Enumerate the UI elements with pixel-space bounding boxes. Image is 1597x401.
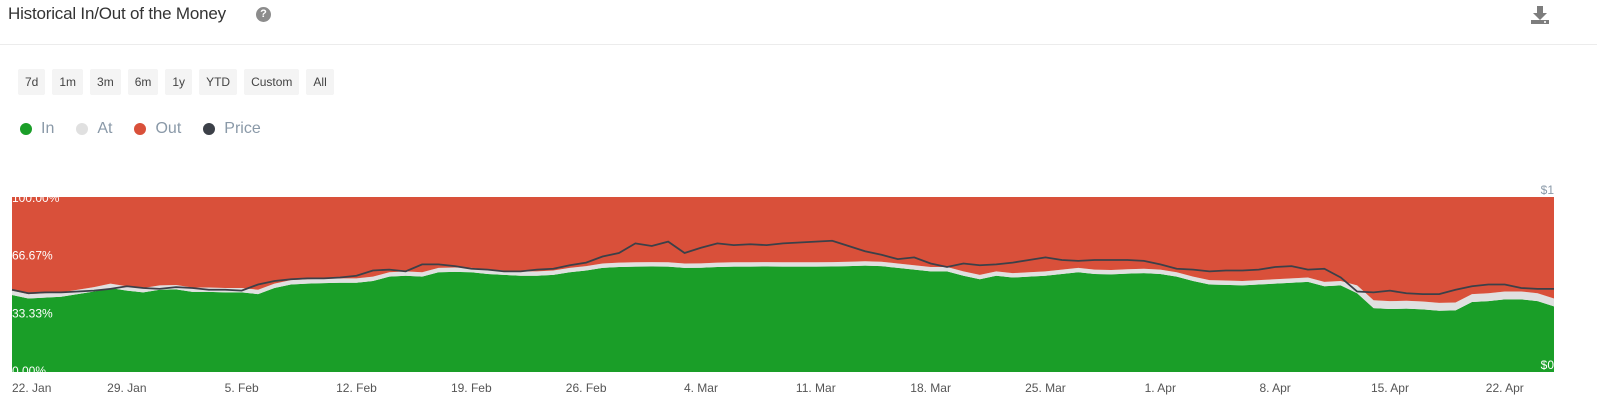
legend-dot-icon <box>76 123 89 135</box>
x-tick-label: 25. Mar <box>1025 381 1066 395</box>
chart-header: Historical In/Out of the Money ? <box>0 0 1597 45</box>
range-button-3m[interactable]: 3m <box>90 69 121 95</box>
legend-label: At <box>97 120 113 137</box>
legend-item-in[interactable]: In <box>20 120 54 138</box>
range-button-6m[interactable]: 6m <box>127 69 159 95</box>
series-area-in <box>12 265 1554 372</box>
x-tick-label: 22. Apr <box>1486 381 1524 395</box>
legend-item-price[interactable]: Price <box>203 120 261 138</box>
x-tick-label: 18. Mar <box>910 381 951 395</box>
y-tick-label: 0.00% <box>12 364 46 378</box>
range-button-ytd[interactable]: YTD <box>199 69 238 95</box>
range-button-1y[interactable]: 1y <box>165 69 193 95</box>
legend-label: Price <box>224 120 261 137</box>
legend-label: Out <box>155 120 182 137</box>
x-tick-label: 26. Feb <box>566 381 607 395</box>
y-tick-label: 66.67% <box>12 248 53 262</box>
range-button-all[interactable]: All <box>306 69 334 95</box>
series-area-at <box>12 261 1554 311</box>
range-button-1m[interactable]: 1m <box>52 69 84 95</box>
range-button-custom[interactable]: Custom <box>244 69 300 95</box>
price-tick-label: $1 <box>1541 183 1555 197</box>
price-axis-labels: $1 $0 <box>1541 183 1555 372</box>
x-tick-label: 4. Mar <box>684 381 718 395</box>
range-button-7d[interactable]: 7d <box>18 69 46 95</box>
legend-item-out[interactable]: Out <box>134 120 181 138</box>
download-icon[interactable] <box>1529 4 1551 31</box>
chart-title: Historical In/Out of the Money <box>8 4 226 23</box>
x-tick-label: 11. Mar <box>796 381 836 395</box>
legend-dot-icon <box>203 123 216 135</box>
legend-item-at[interactable]: At <box>76 120 112 138</box>
legend-label: In <box>41 120 55 137</box>
legend-dot-icon <box>20 123 32 135</box>
x-tick-label: 29. Jan <box>107 381 146 395</box>
x-tick-label: 12. Feb <box>336 381 377 395</box>
y-tick-label: 33.33% <box>12 307 53 321</box>
series-area-out <box>12 197 1554 303</box>
x-tick-label: 15. Apr <box>1371 381 1409 395</box>
x-tick-label: 1. Apr <box>1145 381 1176 395</box>
y-axis-labels: 100.00% 66.67% 33.33% 0.00% <box>12 191 60 378</box>
range-selector: 7d 1m 3m 6m 1y YTD Custom All <box>18 69 334 95</box>
x-tick-label: 22. Jan <box>12 381 51 395</box>
x-tick-label: 19. Feb <box>451 381 492 395</box>
price-tick-label: $0 <box>1541 358 1555 372</box>
question-circle-icon[interactable]: ? <box>256 7 271 22</box>
series-line-price <box>11 239 1554 296</box>
legend-dot-icon <box>134 123 147 135</box>
chart-legend: In At Out Price <box>20 120 261 138</box>
x-tick-label: 8. Apr <box>1259 381 1290 395</box>
x-tick-label: 5. Feb <box>225 381 259 395</box>
x-axis-labels: 22. Jan 29. Jan 5. Feb 12. Feb 19. Feb 26. Fe… <box>12 381 1524 395</box>
y-tick-label: 100.00% <box>12 191 60 205</box>
stacked-area-group <box>12 197 1554 372</box>
